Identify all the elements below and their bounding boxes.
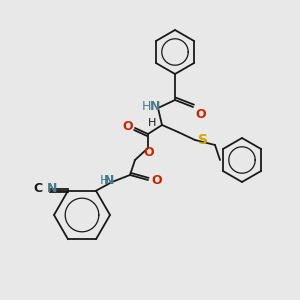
Text: C: C: [33, 182, 43, 195]
Text: O: O: [144, 146, 154, 160]
Text: H: H: [100, 173, 109, 187]
Text: H: H: [148, 118, 156, 128]
Text: N: N: [103, 173, 114, 187]
Text: H: H: [141, 100, 151, 112]
Text: O: O: [123, 121, 133, 134]
Text: S: S: [198, 133, 208, 147]
Text: N: N: [47, 182, 57, 195]
Text: O: O: [195, 108, 206, 121]
Text: N: N: [150, 100, 160, 112]
Text: O: O: [151, 173, 162, 187]
